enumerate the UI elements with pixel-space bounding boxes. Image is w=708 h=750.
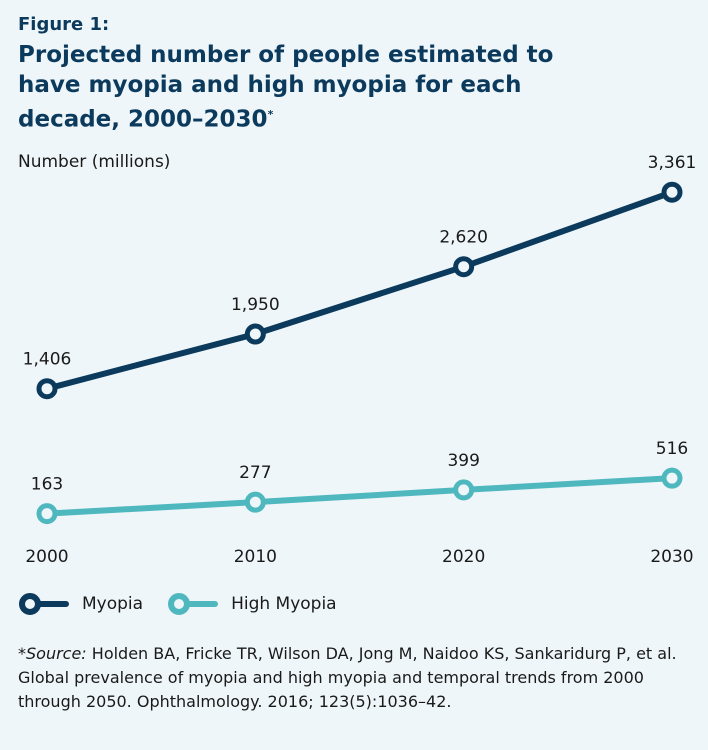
x-tick-label: 2020 xyxy=(442,547,485,567)
data-label: 1,406 xyxy=(23,350,72,370)
data-label: 516 xyxy=(656,439,688,459)
legend-label: High Myopia xyxy=(231,594,337,614)
legend-item-myopia: Myopia xyxy=(18,592,143,616)
data-label: 277 xyxy=(239,463,271,483)
data-label: 3,361 xyxy=(648,153,697,173)
data-point xyxy=(453,256,475,278)
footnote-marker: * xyxy=(18,644,26,663)
title-text: Projected number of people estimated to … xyxy=(18,42,554,133)
chart-title: Projected number of people estimated to … xyxy=(18,40,618,135)
series-line-0 xyxy=(46,189,674,392)
data-point xyxy=(36,503,58,525)
data-point xyxy=(36,378,58,400)
legend-marker-high-myopia xyxy=(168,593,219,615)
title-footnote-marker: * xyxy=(267,108,274,121)
data-point xyxy=(244,323,266,345)
x-tick-label: 2030 xyxy=(650,547,693,567)
data-label: 399 xyxy=(447,451,479,471)
legend-item-high-myopia: High Myopia xyxy=(167,592,337,616)
data-point xyxy=(661,467,683,489)
figure-label: Figure 1: xyxy=(18,14,110,35)
line-chart: 1,406 1,950 2,620 3,361 163 277 399 516 2000 2010… xyxy=(23,153,697,567)
y-axis-label: Number (millions) xyxy=(18,152,171,172)
data-point xyxy=(244,491,266,513)
legend-marker-myopia xyxy=(19,593,69,615)
x-tick-label: 2000 xyxy=(25,547,68,567)
data-point xyxy=(661,181,683,203)
data-point xyxy=(453,479,475,501)
x-tick-label: 2010 xyxy=(234,547,277,567)
legend-label: Myopia xyxy=(82,594,144,614)
data-label: 2,620 xyxy=(439,228,488,248)
source-text: Holden BA, Fricke TR, Wilson DA, Jong M,… xyxy=(18,644,677,711)
data-label: 1,950 xyxy=(231,295,280,315)
data-label: 163 xyxy=(31,475,63,495)
series-line-1 xyxy=(46,475,673,517)
source-label: Source: xyxy=(26,644,87,663)
legend: Myopia High Myopia xyxy=(18,592,361,616)
source-note: *Source: Holden BA, Fricke TR, Wilson DA… xyxy=(18,642,698,714)
